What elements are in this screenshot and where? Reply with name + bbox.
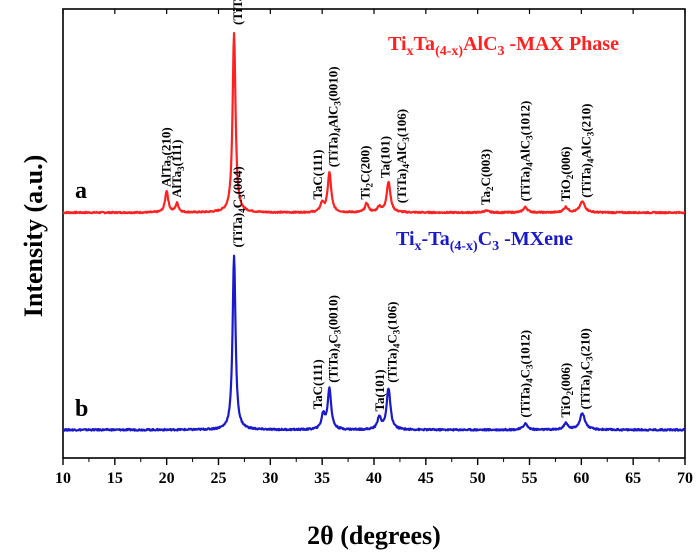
x-tick-label: 30 (262, 470, 278, 487)
peak-label: (TiTa)4C3(210) (578, 328, 595, 409)
traces: ab (62, 32, 686, 432)
series-line-a (62, 32, 686, 215)
x-tick-label: 15 (107, 470, 123, 487)
peak-label: TaC(111) (310, 150, 325, 200)
x-tick-label: 10 (55, 470, 71, 487)
peak-label: Ti2C(200) (358, 145, 375, 199)
x-tick-label: 25 (211, 470, 227, 487)
legends: TixTa(4-x)AlC3 -MAX Phase Tix-Ta(4-x)C3 -… (388, 33, 619, 254)
series-line-b (62, 254, 686, 432)
peak-label: (TiTa)4AlC3(1012) (517, 101, 534, 202)
trace-letter-b: b (75, 396, 88, 422)
trace-letter-a: a (75, 178, 87, 204)
peak-label: AlTa3(210) (159, 127, 176, 187)
x-axis-label: 2θ (degrees) (307, 521, 441, 550)
x-tick-label: 40 (366, 470, 382, 487)
peak-label: TiO2(006) (558, 147, 575, 202)
peak-label: (TiTa)4C3(0010) (326, 295, 343, 383)
peak-label: (TiTa)4AlC3(0010) (326, 66, 343, 167)
peak-label: TaC(111) (310, 359, 325, 409)
x-tick-label: 20 (159, 470, 175, 487)
peak-label: (TiTa)4C3(004) (230, 166, 247, 247)
x-tick-label: 70 (677, 470, 693, 487)
peak-label: AlTa3(111) (169, 140, 186, 198)
peak-label: Ta(101) (377, 136, 392, 178)
x-tick-label: 65 (625, 470, 641, 487)
peak-label: (TiTa)4C3(106) (385, 302, 402, 383)
x-tick-label: 60 (573, 470, 589, 487)
peak-label: (TiTa)4C3(1012) (517, 330, 534, 418)
x-axis: 10 15 20 25 30 35 40 45 50 55 60 65 70 (55, 9, 693, 487)
x-tick-label: 45 (418, 470, 434, 487)
peak-label: Ta(101) (372, 369, 387, 411)
peak-label: (TiTa)4AlC3(106) (394, 109, 411, 203)
peak-label: Ta2C(003) (478, 149, 495, 205)
x-tick-label: 35 (314, 470, 330, 487)
peak-label: (TiTa)4AlC3(004) (230, 0, 247, 25)
x-tick-label: 50 (470, 470, 486, 487)
y-axis-label: Intensity (a.u.) (19, 155, 48, 318)
legend-b: Tix-Ta(4-x)C3 -MXene (396, 228, 573, 254)
peak-label: (TiTa)4AlC3(210) (579, 104, 596, 198)
peak-label: TiO2(006) (558, 363, 575, 418)
x-tick-label: 55 (522, 470, 538, 487)
legend-a: TixTa(4-x)AlC3 -MAX Phase (388, 33, 619, 59)
peak-labels: AlTa3(210)AlTa3(111) (TiTa)4AlC3(004) TaC(… (159, 0, 596, 418)
